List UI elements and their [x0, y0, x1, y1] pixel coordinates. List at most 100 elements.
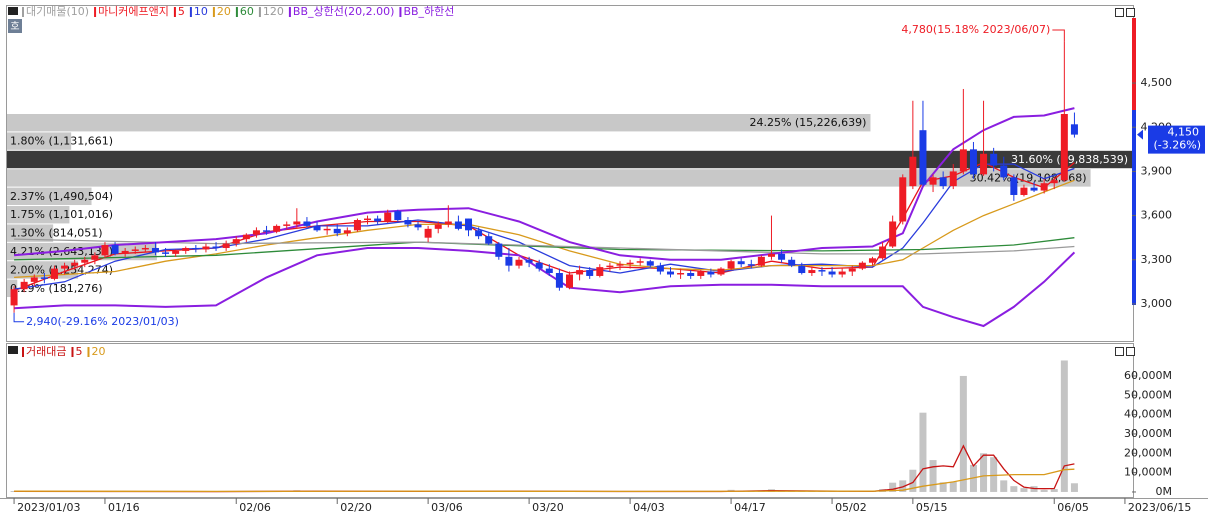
candle-body: [81, 259, 89, 263]
legend-swatch: [189, 7, 192, 17]
candle-body: [525, 259, 533, 263]
candle-body: [767, 253, 775, 257]
candle-body: [1030, 187, 1038, 191]
x-tick-label: 02/20: [340, 501, 372, 514]
candle-body: [909, 156, 917, 187]
x-tick-label: 05/02: [835, 501, 867, 514]
volume-profile-label: 1.80% (1,131,661): [10, 135, 113, 148]
panel-icon[interactable]: [8, 7, 18, 15]
y-tick-label: 20,000M: [1124, 446, 1172, 459]
legend-label: 5: [178, 5, 185, 18]
candle-body: [939, 177, 947, 187]
candle-body: [818, 270, 826, 272]
indicator-line: [14, 468, 1075, 493]
min-annotation: 2,940(-29.16% 2023/01/03): [26, 315, 179, 328]
candle-body: [1050, 180, 1058, 184]
candle-body: [535, 262, 543, 269]
candle-body: [50, 268, 58, 279]
volume-profile-label: 24.25% (15,226,639): [749, 116, 866, 129]
candle-body: [1020, 187, 1028, 195]
candle-body: [162, 252, 170, 254]
candle-body: [636, 261, 644, 263]
x-tick-label: 02/06: [239, 501, 271, 514]
candle-body: [666, 271, 674, 275]
candle-body: [141, 247, 149, 250]
y-tick-label: 50,000M: [1124, 388, 1172, 401]
y-tick-label: 10,000M: [1124, 466, 1172, 479]
candle-body: [283, 224, 291, 226]
volume-bar: [10, 491, 18, 492]
volume-profile-bar: [7, 279, 18, 298]
candle-body: [293, 221, 301, 225]
volume-bar: [949, 481, 957, 492]
candle-body: [879, 246, 887, 259]
legend-swatch: [87, 347, 90, 357]
candle-body: [333, 228, 341, 234]
y-tick-label: 40,000M: [1124, 408, 1172, 421]
max-arrow: [1052, 29, 1065, 42]
candle-body: [252, 230, 260, 235]
legend-swatch: [235, 7, 238, 17]
legend-label: BB_상한선(20,2.00): [293, 5, 395, 18]
candle-body: [980, 153, 988, 175]
candle-body: [747, 264, 755, 266]
window-button[interactable]: [1115, 347, 1124, 356]
candle-body: [172, 250, 180, 254]
y-tick-label: 3,300: [1141, 253, 1173, 266]
y-tick-label: 4,500: [1141, 76, 1173, 89]
candle-body: [101, 245, 109, 256]
candle-body: [303, 221, 311, 226]
price-tag-change: (-3.26%): [1154, 139, 1202, 152]
candle-body: [990, 153, 998, 166]
candle-body: [566, 274, 573, 288]
close-button[interactable]: [1126, 8, 1135, 17]
close-button[interactable]: [1126, 347, 1135, 356]
x-tick-label: 04/17: [734, 501, 766, 514]
candle-body: [61, 265, 69, 269]
candle-body: [10, 289, 18, 306]
candle-body: [919, 130, 927, 185]
mode-box[interactable]: [8, 19, 22, 33]
candle-body: [899, 177, 907, 222]
volume-profile-bar: [7, 187, 92, 206]
volume-bar: [889, 482, 897, 492]
x-tick-label: 05/15: [916, 501, 948, 514]
window-button[interactable]: [1115, 8, 1124, 17]
volume-profile-bar: [7, 114, 871, 132]
candle-body: [131, 249, 139, 251]
legend-label: 거래대금: [26, 345, 66, 358]
legend-swatch: [212, 7, 215, 17]
candle-body: [222, 243, 230, 248]
bottom-panel-frame: [6, 343, 1134, 498]
overlay: 3,0003,3003,6003,9004,2004,5000M10,000M2…: [13, 4, 1205, 514]
candle-body: [505, 256, 513, 266]
candle-body: [454, 221, 462, 229]
volume-profile-bar: [7, 224, 54, 242]
candle-body: [1010, 177, 1018, 195]
y-tick-label: 60,000M: [1124, 369, 1172, 382]
volume-bar: [1000, 480, 1008, 492]
volume-profile-bar: [7, 206, 70, 224]
candle-body: [313, 225, 321, 231]
candle-body: [606, 265, 614, 268]
candle-body: [596, 267, 604, 276]
indicator-line: [14, 238, 1075, 255]
candle-body: [465, 218, 473, 231]
candle-body: [737, 261, 745, 265]
candle-body: [626, 262, 634, 265]
x-tick-label: 03/06: [431, 501, 463, 514]
candle-body: [838, 271, 846, 275]
candle-body: [707, 271, 715, 275]
x-tick-label: 06/05: [1057, 501, 1089, 514]
candle-body: [656, 265, 664, 272]
candle-body: [1040, 183, 1048, 191]
legend-label: 20: [217, 5, 231, 18]
candle-body: [444, 221, 452, 225]
candle-body: [687, 273, 695, 276]
candle-body: [868, 258, 876, 263]
candle-body: [20, 281, 28, 290]
bottom-plot: [10, 360, 1078, 493]
candle-body: [959, 149, 967, 172]
panel-icon[interactable]: [8, 346, 18, 354]
